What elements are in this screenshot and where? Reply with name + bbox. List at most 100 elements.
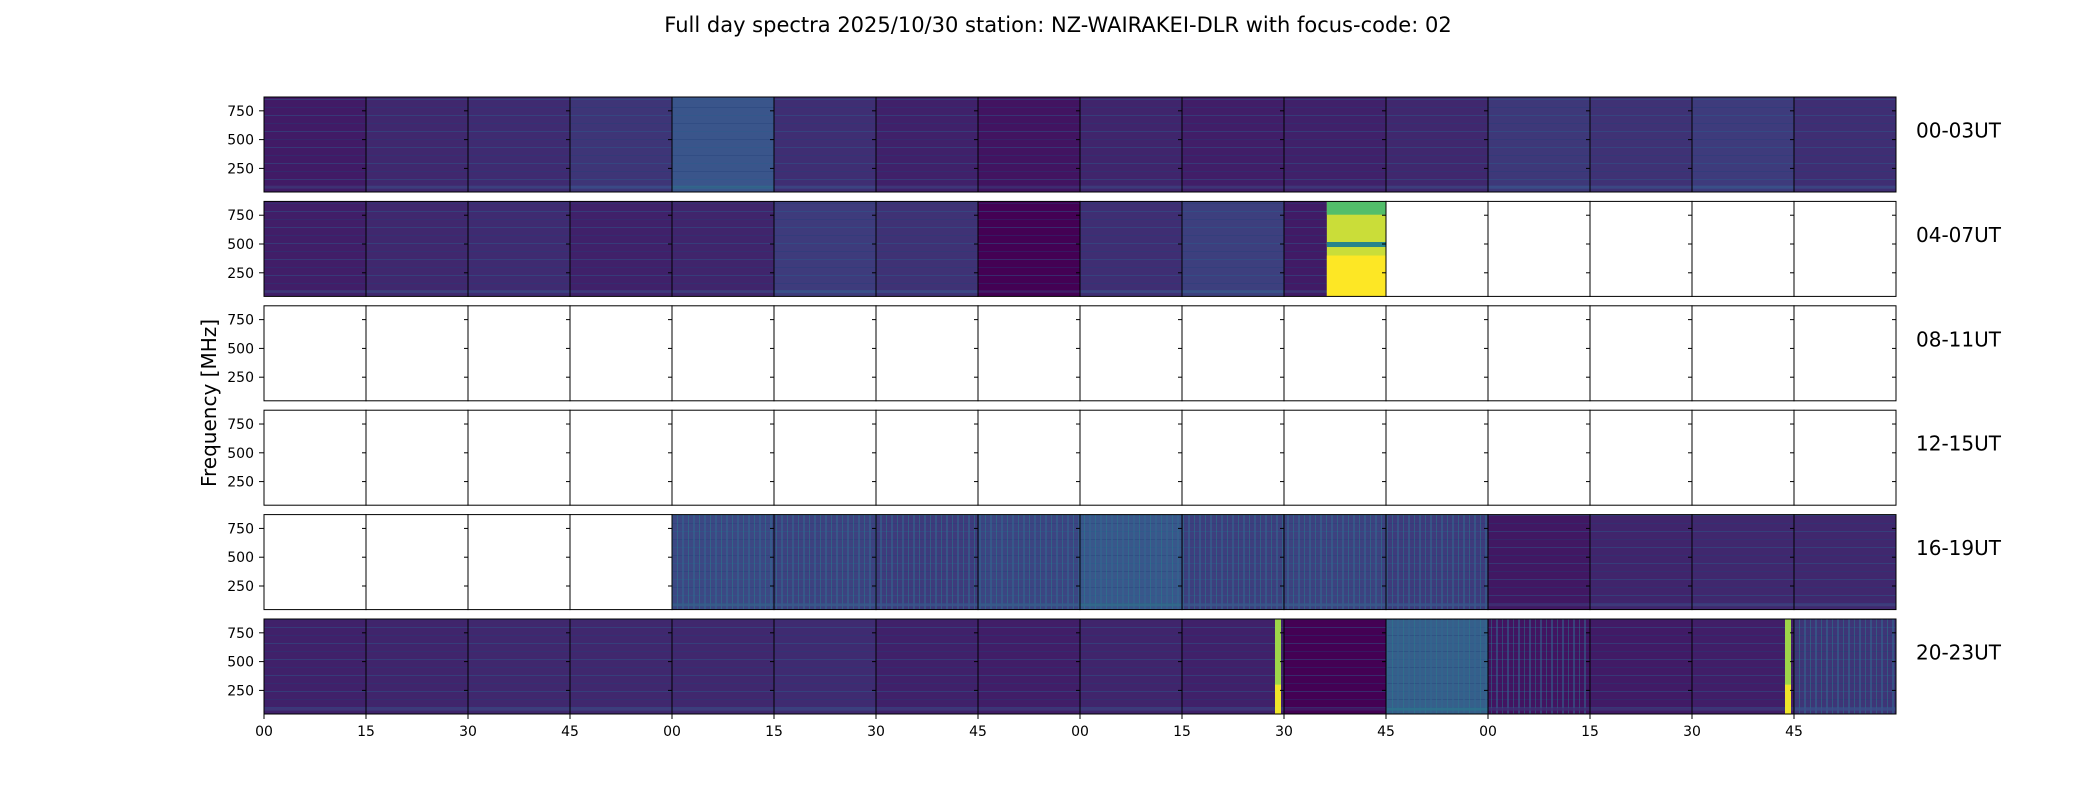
spectrogram-band [264,290,366,294]
segment-frame [1079,409,1183,506]
burst-edge [1785,619,1791,714]
spectrogram-stripes [1488,619,1590,714]
spectrogram-band [876,185,978,189]
spectrogram-texture [1080,97,1182,192]
spectrogram-texture [468,97,570,192]
spectrogram-band [672,603,774,607]
segment-frame [365,409,469,506]
spectrogram-texture [1386,97,1488,192]
panel-grid: 750 500 250 00-03UT 750 500 250 04-07UT 750 500 25… [227,96,2002,740]
spectrogram-band [1182,185,1284,189]
spectrogram-texture [672,97,774,192]
y-axis-label: Frequency [MHz] [197,319,221,487]
spectrogram-texture [774,201,876,297]
segment-frame [1793,514,1897,611]
segment-frame [1181,409,1285,506]
row-label: 00-03UT [1916,119,2002,143]
spectrogram-stripes [1182,514,1284,610]
spectrogram-band [1284,185,1386,189]
y-tick-label: 750 [227,313,254,329]
spectrogram-band [1284,603,1386,607]
segment-frame [977,409,1081,506]
x-tick-label: 30 [867,724,885,740]
spectrogram-texture [672,619,774,714]
panel-row: 750 500 250 08-11UT [227,305,2002,402]
segment-frame [263,409,367,506]
spectrogram-band [264,185,366,189]
spectrogram-texture [672,201,774,297]
spectrogram-band [570,290,672,294]
spectrogram-texture [1182,97,1284,192]
spectrogram-texture [1284,619,1386,714]
spectrogram-texture [570,619,672,714]
spectrogram-texture [876,619,978,714]
spectrogram-band [1488,707,1590,711]
burst-edge [1275,619,1281,714]
spectrogram-texture [774,97,876,192]
spectrogram-texture [978,201,1080,297]
row-label: 12-15UT [1916,432,2002,456]
segment-frame [569,305,673,402]
spectrogram-band [264,707,366,711]
spectrogram-band [570,707,672,711]
segment-frame [1793,305,1897,402]
y-tick-label: 250 [227,475,254,491]
segment-frame [671,305,775,402]
spectrogram-band [366,290,468,294]
segment-frame [1385,409,1489,506]
y-tick-label: 500 [227,237,254,253]
spectrogram-band [978,290,1080,294]
spectrogram-band [774,185,876,189]
spectrogram-band [876,707,978,711]
y-tick-label: 250 [227,161,254,177]
spectrogram-stripes [774,514,876,610]
y-tick-label: 750 [227,417,254,433]
y-tick-label: 500 [227,133,254,149]
y-tick-label: 500 [227,655,254,671]
spectrogram-texture [978,619,1080,714]
spectrogram-band [774,290,876,294]
spectrogram-band [1284,707,1386,711]
spectrogram-band [774,707,876,711]
panel-row: 750 500 250 12-15UT [227,409,2002,506]
segment-frame [263,514,367,611]
spectrogram-band [1488,185,1590,189]
spectrogram-band [1488,603,1590,607]
spectrogram-band [774,603,876,607]
panel-row: 750 500 250 16-19UT [227,514,2002,611]
burst-edge-peak [1785,684,1791,715]
spectrogram-band [1386,707,1488,711]
segment-frame [1181,305,1285,402]
spectrogram-texture [1590,619,1692,714]
spectrogram-texture [366,619,468,714]
spectrogram-texture [264,201,366,297]
spectrogram-band [876,290,978,294]
spectrogram-stripes [1080,514,1182,610]
spectrogram-band [468,707,570,711]
y-tick-label: 500 [227,341,254,357]
spectrogram-texture [876,97,978,192]
spectrogram-band [1692,185,1794,189]
y-tick-label: 750 [227,104,254,120]
x-tick-label: 30 [1683,724,1701,740]
spectrogram-texture [774,619,876,714]
spectrogram-texture [1182,619,1284,714]
spectrogram-stripes [876,514,978,610]
segment-frame [1793,96,1897,193]
spectrogram-band [366,707,468,711]
segment-frame [1385,305,1489,402]
panel-row: 750 500 250 20-23UT [227,618,2002,715]
spectrogram-band [1794,185,1896,189]
spectrogram-texture [1590,514,1692,610]
x-tick-label: 30 [1275,724,1293,740]
spectrogram-texture [468,201,570,297]
segment-frame [1793,618,1897,715]
y-tick-label: 750 [227,521,254,537]
x-tick-label: 00 [255,724,273,740]
segment-frame [671,409,775,506]
segment-frame [569,409,673,506]
spectrogram-texture [570,201,672,297]
y-tick-label: 750 [227,208,254,224]
spectrogram-band [366,185,468,189]
spectrogram-band [1386,185,1488,189]
